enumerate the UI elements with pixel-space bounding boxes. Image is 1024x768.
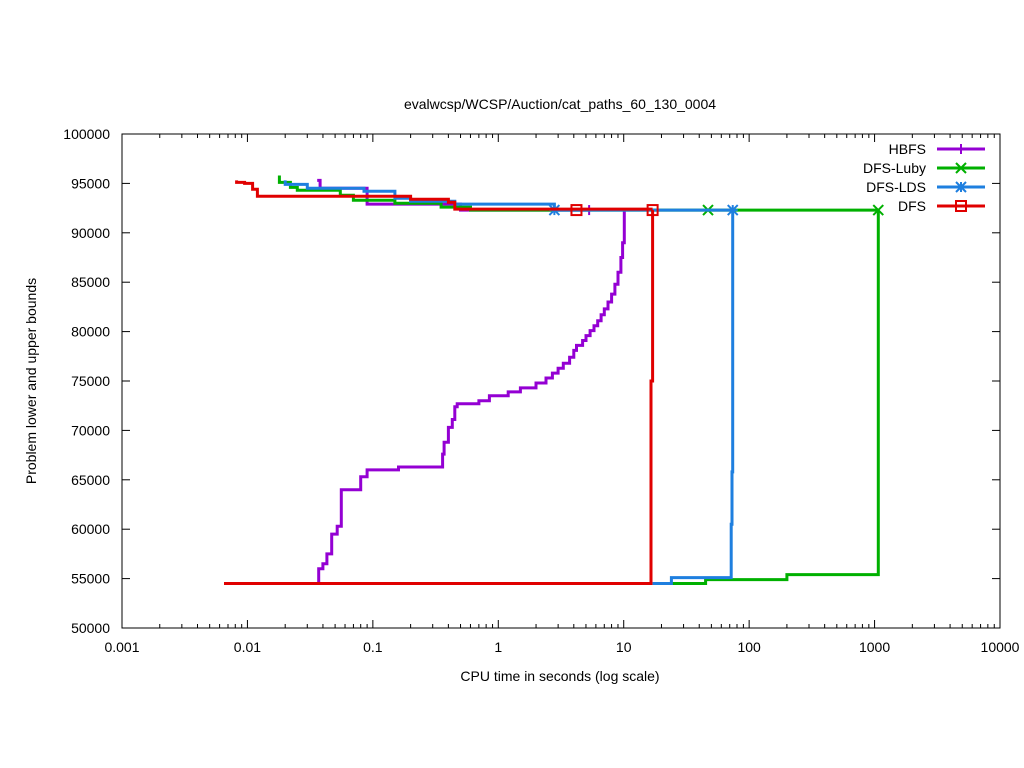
y-tick-label: 55000 <box>71 571 110 587</box>
plot-frame <box>121 133 1001 629</box>
y-tick-label: 60000 <box>71 521 110 537</box>
series-dfs <box>224 180 659 585</box>
x-tick-label: 0.001 <box>104 639 139 655</box>
x-tick-label: 100 <box>737 639 761 655</box>
series-marker-dfs-lds <box>727 204 739 216</box>
y-tick-label: 50000 <box>71 620 110 636</box>
x-tick-label: 10000 <box>981 639 1020 655</box>
legend-marker-dfs <box>955 200 967 212</box>
x-tick-label: 0.1 <box>363 639 383 655</box>
y-tick-label: 70000 <box>71 422 110 438</box>
x-tick-label: 10 <box>616 639 632 655</box>
series-line-dfs <box>224 210 655 585</box>
legend: HBFS DFS-Luby DFS-LDS DFS <box>863 141 985 214</box>
y-axis-label: Problem lower and upper bounds <box>23 278 39 484</box>
x-axis-label: CPU time in seconds (log scale) <box>460 668 659 684</box>
series-marker-dfs <box>570 204 583 217</box>
y-tick-label: 75000 <box>71 373 110 389</box>
series-marker-dfs <box>646 204 659 217</box>
series-line-dfs-lds <box>652 210 735 585</box>
series-line-dfs <box>235 180 653 211</box>
y-tick-label: 65000 <box>71 472 110 488</box>
legend-label-dfs: DFS <box>898 198 926 214</box>
y-tick-label: 90000 <box>71 225 110 241</box>
x-tick-label: 0.01 <box>234 639 261 655</box>
chart-title: evalwcsp/WCSP/Auction/cat_paths_60_130_0… <box>404 96 716 112</box>
legend-label-hbfs: HBFS <box>889 141 926 157</box>
legend-label-dfs-lds: DFS-LDS <box>866 179 926 195</box>
y-tick-label: 80000 <box>71 324 110 340</box>
series-marker-dfs-luby <box>872 204 884 216</box>
tick-layer: 50000 55000 60000 65000 70000 75000 80000 85000… <box>63 126 1019 655</box>
series-line-dfs-luby <box>671 210 880 585</box>
series-layer <box>224 175 884 585</box>
y-tick-label: 85000 <box>71 274 110 290</box>
y-tick-label: 100000 <box>63 126 110 142</box>
legend-label-dfs-luby: DFS-Luby <box>863 160 926 176</box>
x-tick-label: 1000 <box>859 639 890 655</box>
y-tick-label: 95000 <box>71 175 110 191</box>
series-line-hbfs <box>317 208 626 583</box>
legend-marker-dfs-lds <box>955 181 967 193</box>
legend-marker-dfs-luby <box>955 162 967 174</box>
x-tick-label: 1 <box>494 639 502 655</box>
series-line-dfs-lds <box>283 180 733 212</box>
legend-marker-hbfs <box>956 144 966 154</box>
